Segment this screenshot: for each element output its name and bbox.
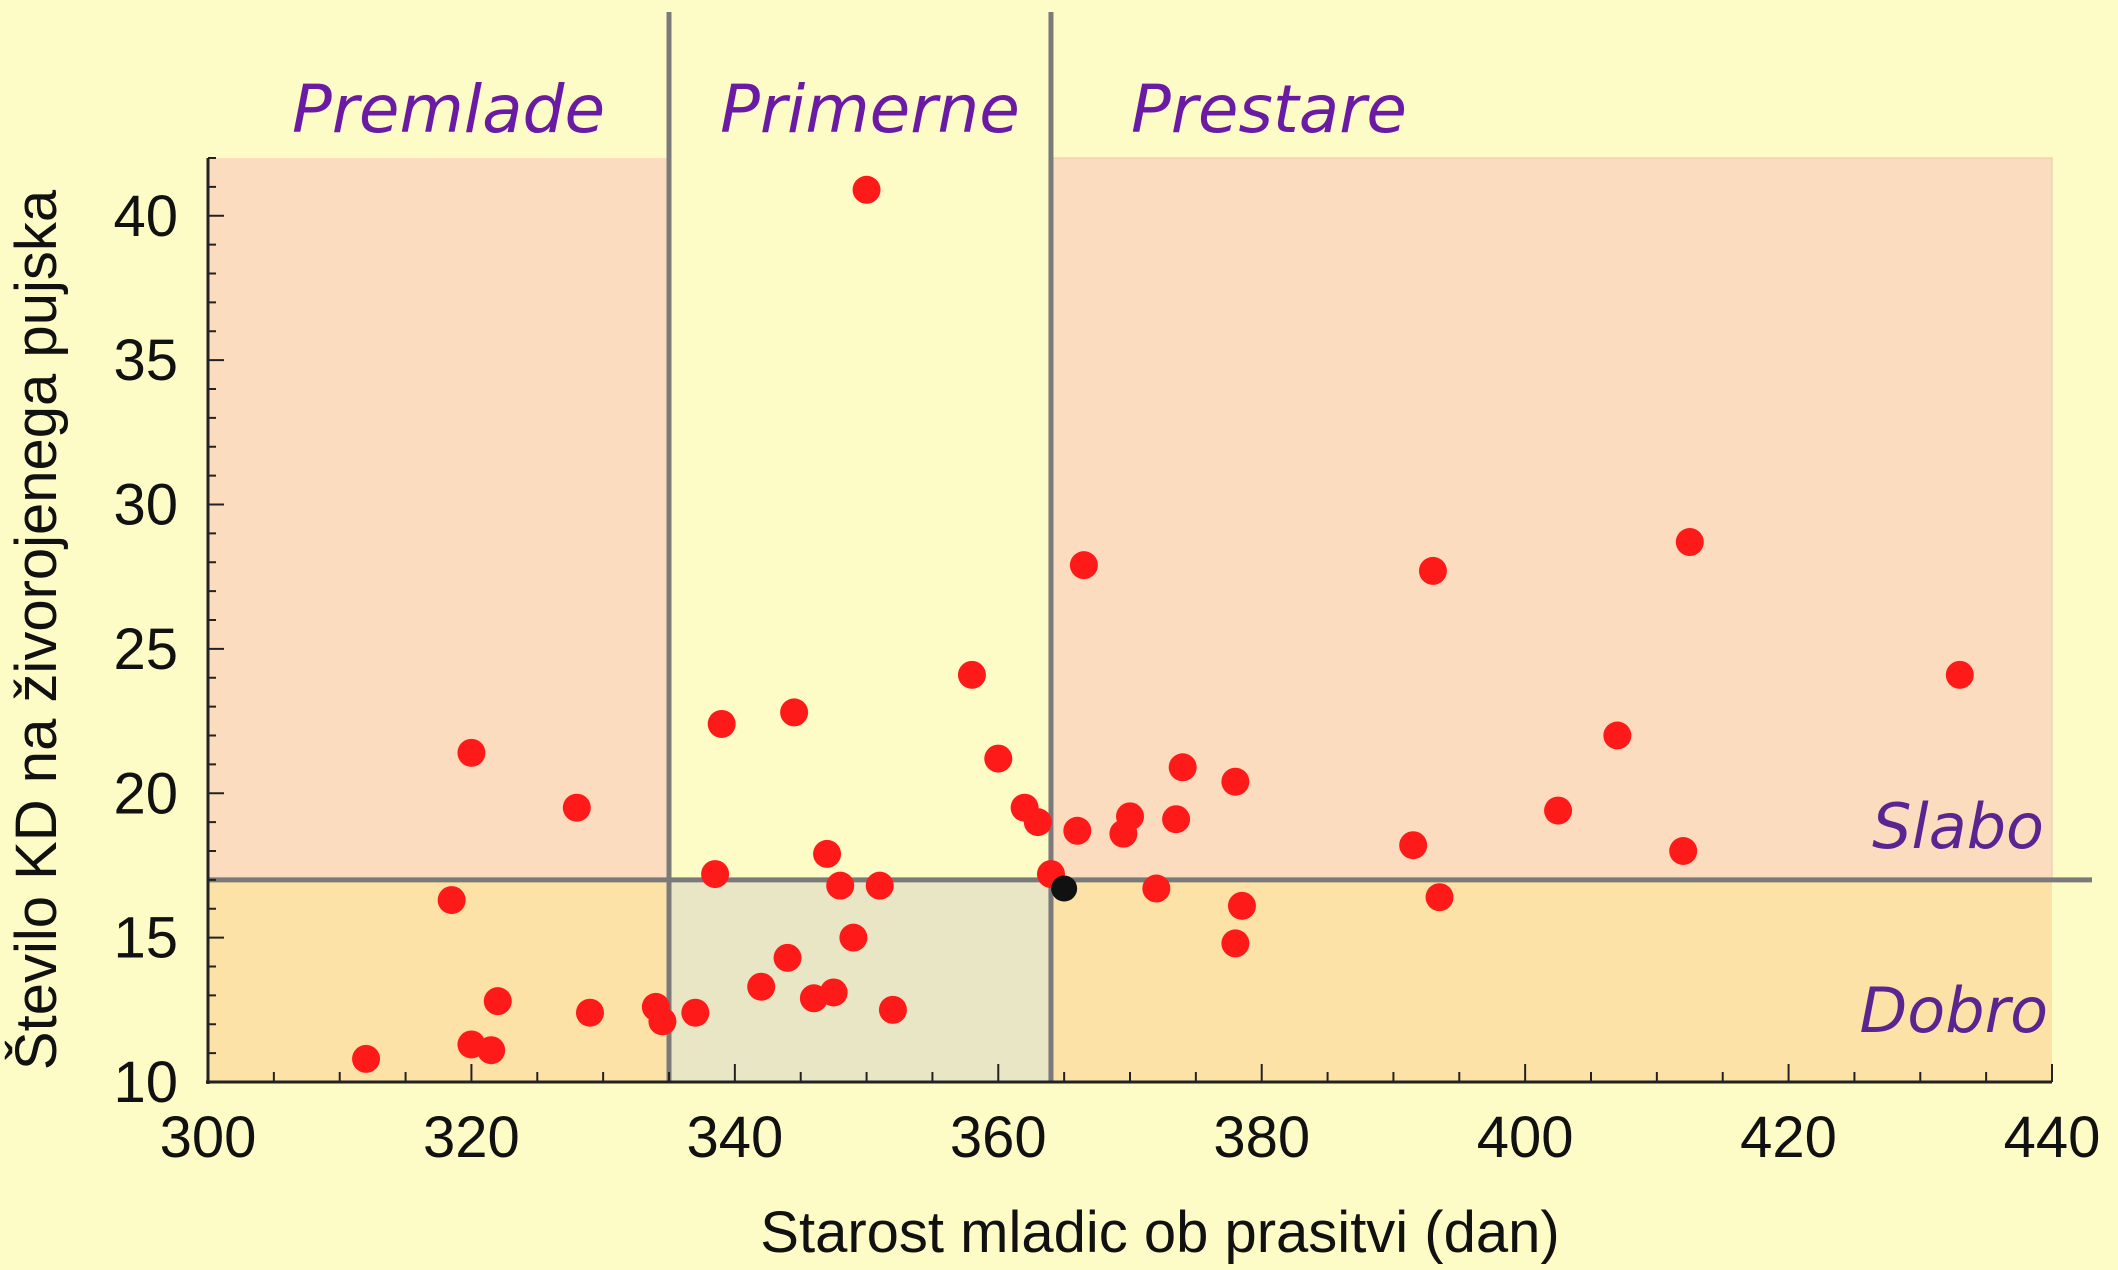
y-tick-label: 35 (113, 328, 178, 393)
data-point (352, 1044, 381, 1073)
data-point (957, 660, 986, 689)
x-tick-label: 360 (950, 1105, 1047, 1170)
data-point (839, 923, 868, 952)
quality-label-dobro: Dobro (1860, 974, 2048, 1047)
x-tick-label: 320 (423, 1105, 520, 1170)
data-point (747, 972, 776, 1001)
zone-primerne-dobro (669, 879, 1051, 1082)
data-point (1945, 660, 1974, 689)
axes: 300 320 340 360 380 400 420 440 10 15 20 25 30 35 40 St… (4, 157, 2101, 1265)
data-point-highlight (1051, 875, 1078, 902)
data-point (1023, 808, 1052, 837)
data-point (1142, 874, 1171, 903)
x-tick-label: 340 (686, 1105, 783, 1170)
data-point (701, 860, 730, 889)
data-point (773, 943, 802, 972)
zone-layer (208, 157, 2053, 1082)
data-point (575, 998, 604, 1027)
data-point (1418, 556, 1447, 585)
x-tick-label: 440 (2004, 1105, 2101, 1170)
quality-label-slabo: Slabo (1872, 790, 2044, 863)
y-tick-label: 20 (113, 761, 178, 826)
data-point (1675, 528, 1704, 557)
y-tick-label: 40 (113, 184, 178, 249)
data-point (1069, 551, 1098, 580)
zone-prestare-dobro (1050, 879, 2052, 1082)
y-tick-label: 15 (113, 906, 178, 971)
data-point (648, 1007, 677, 1036)
data-point (865, 871, 894, 900)
data-point (681, 998, 710, 1027)
zone-premlade-dobro (208, 879, 669, 1082)
zone-prestare-slabo (1050, 157, 2053, 881)
x-axis-title: Starost mladic ob prasitvi (dan) (760, 1200, 1559, 1265)
data-point (1227, 891, 1256, 920)
data-point (819, 978, 848, 1007)
data-point (1063, 816, 1092, 845)
x-tick-label: 300 (160, 1105, 257, 1170)
data-point (1425, 883, 1454, 912)
data-point (984, 744, 1013, 773)
data-point (826, 871, 855, 900)
data-point (1221, 929, 1250, 958)
data-point (1603, 721, 1632, 750)
data-point (707, 709, 736, 738)
y-axis-title: Število KD na živorojenega pujska (4, 189, 69, 1070)
zone-premlade-slabo (208, 158, 669, 880)
x-tick-label: 380 (1213, 1105, 1310, 1170)
data-point (457, 738, 486, 767)
region-label-premlade: Premlade (292, 71, 605, 148)
data-point (1162, 805, 1191, 834)
region-label-prestare: Prestare (1131, 71, 1407, 148)
x-tick-label: 400 (1477, 1105, 1574, 1170)
region-label-primerne: Primerne (720, 71, 1020, 148)
data-point (852, 175, 881, 204)
data-point (1116, 802, 1144, 831)
data-point (1669, 837, 1698, 865)
x-tick-label: 420 (1740, 1105, 1837, 1170)
data-point (813, 839, 842, 868)
data-point (1399, 831, 1428, 860)
data-point (878, 995, 907, 1024)
data-point (477, 1036, 506, 1065)
data-point (483, 987, 512, 1016)
chart-labels: Premlade Primerne Prestare Slabo Dobro (292, 71, 2048, 1047)
data-point (437, 886, 466, 915)
data-point (1544, 796, 1573, 825)
y-tick-label: 30 (113, 473, 178, 538)
data-point (562, 793, 591, 822)
data-point (780, 698, 809, 727)
data-points (352, 175, 1974, 1073)
data-point (1168, 753, 1197, 782)
data-point (1221, 767, 1250, 796)
y-tick-label: 10 (113, 1050, 178, 1115)
y-tick-label: 25 (113, 617, 178, 682)
